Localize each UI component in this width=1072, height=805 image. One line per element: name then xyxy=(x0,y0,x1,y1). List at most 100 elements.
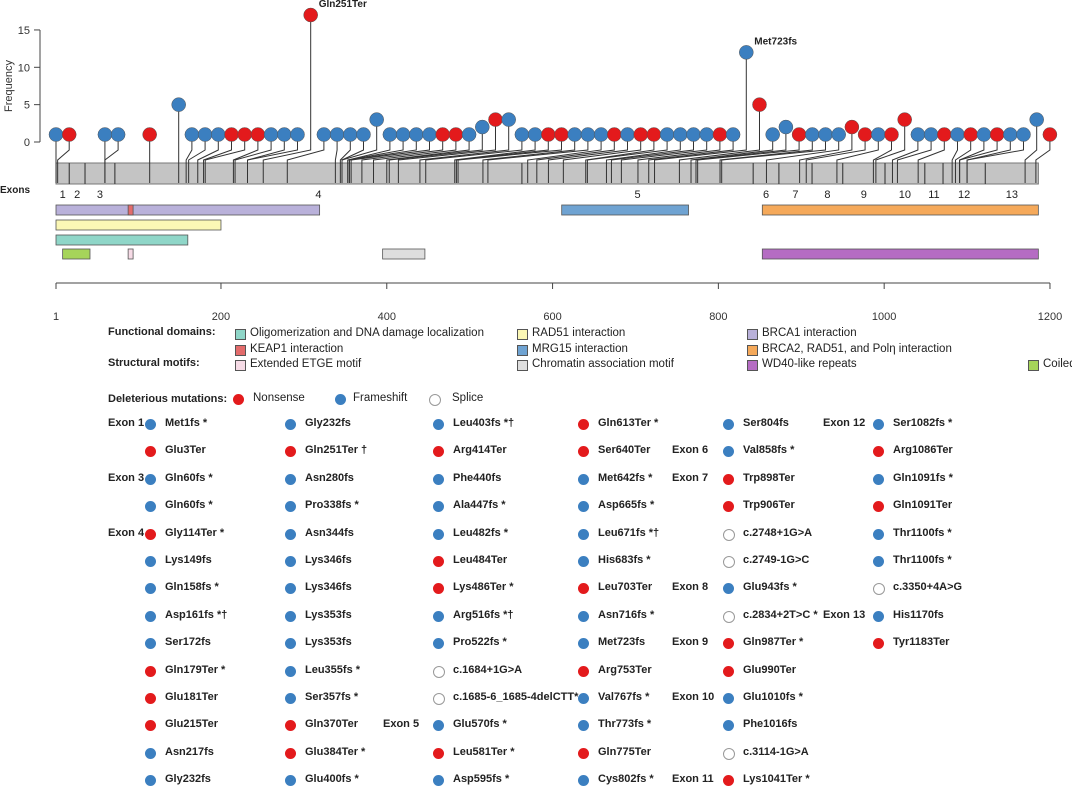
lollipop-head-nonsense xyxy=(303,7,318,23)
lollipop-stem xyxy=(690,134,774,183)
frameshift-dot xyxy=(723,419,734,430)
splice-dot xyxy=(723,747,735,760)
deleterious-mutations-label: Deleterious mutations: xyxy=(108,393,228,405)
lollipop-head-frameshift xyxy=(1003,127,1018,142)
mutation-name: Asn280fs xyxy=(305,471,354,484)
lollipop-stem xyxy=(425,134,523,183)
mutation-name: Asn344fs xyxy=(305,526,354,539)
exon-label: 12 xyxy=(958,189,970,201)
frameshift-dot xyxy=(145,501,156,513)
lollipop-head-frameshift xyxy=(277,127,292,142)
mutation-name: Leu581Ter * xyxy=(453,745,515,758)
lollipop-stem xyxy=(188,134,206,183)
mutation-name: His683fs * xyxy=(598,554,651,566)
lollipop-head-nonsense xyxy=(963,127,978,142)
frameshift-dot xyxy=(285,610,296,622)
nonsense-dot xyxy=(723,665,734,677)
lollipop-head-nonsense xyxy=(884,127,899,142)
frameshift-dot xyxy=(285,473,296,485)
x-tick-label: 400 xyxy=(378,311,396,323)
y-tick-label: 0 xyxy=(24,137,30,149)
mutation-name: Leu671fs *† xyxy=(598,526,660,539)
nonsense-dot xyxy=(578,446,589,458)
lollipop-stem xyxy=(454,134,536,183)
exon-group-label: Exon 3 xyxy=(108,471,145,484)
exons-label: Exons xyxy=(0,185,30,196)
lollipop-head-frameshift xyxy=(778,119,794,135)
frameshift-dot xyxy=(285,638,296,650)
mutation-name: Ser357fs * xyxy=(305,691,359,703)
mutation-name: Lys346fs xyxy=(305,581,352,594)
lollipop-head-frameshift xyxy=(580,127,596,142)
mutation-name: Asp595fs * xyxy=(453,773,510,786)
exon-label: 3 xyxy=(97,189,103,201)
frameshift-dot xyxy=(285,419,296,430)
mutation-name: c.1684+1G>A xyxy=(453,663,523,676)
exon-label: 5 xyxy=(634,189,640,201)
mutation-name: Gln251Ter † xyxy=(305,444,368,457)
lollipop-stem xyxy=(610,134,694,183)
frameshift-dot xyxy=(723,446,734,458)
mutation-name: Arg753Ter xyxy=(598,663,652,676)
lollipop-stem xyxy=(397,119,496,183)
lollipop-stem xyxy=(547,134,628,183)
mutation-name: Phe1016fs xyxy=(743,718,798,731)
mutation-name: Gly232fs xyxy=(305,417,351,429)
lollipop-stem xyxy=(348,134,417,183)
splice-dot xyxy=(723,528,735,541)
frameshift-dot xyxy=(285,775,296,787)
legend-item-text: Chromatin association motif xyxy=(532,358,674,370)
frameshift-dot xyxy=(433,720,444,732)
lollipop-head-frameshift xyxy=(263,127,279,142)
frameshift-dot xyxy=(433,775,444,787)
lollipop-stem xyxy=(203,134,232,183)
lollipop-head-frameshift xyxy=(923,127,939,142)
exon-group-label: Exon 5 xyxy=(383,718,420,731)
lollipop-head-nonsense xyxy=(989,127,1005,142)
lollipop-stem xyxy=(954,134,972,183)
legend-splice-dot xyxy=(429,394,441,406)
y-axis-label: Frequency xyxy=(3,60,15,112)
lollipop-head-frameshift xyxy=(369,112,384,127)
mutation-name: Met723fs xyxy=(598,636,646,649)
mutation-name: Ser640Ter xyxy=(598,444,651,457)
frameshift-dot xyxy=(285,583,296,595)
lollipop-stem xyxy=(562,134,642,183)
domain-bar xyxy=(55,219,222,231)
frameshift-dot xyxy=(578,501,589,513)
frameshift-dot xyxy=(285,665,296,677)
mutation-name: Leu484Ter xyxy=(453,554,508,566)
lollipop-stem xyxy=(654,52,747,183)
lollipop-head-nonsense xyxy=(791,127,807,142)
lollipop-stem xyxy=(286,134,325,183)
lollipop-head-nonsense xyxy=(488,112,503,127)
frameshift-dot xyxy=(285,501,296,513)
nonsense-dot xyxy=(873,638,884,650)
lollipop-stem xyxy=(347,134,404,183)
lollipop-stem xyxy=(388,127,483,183)
lollipop-head-frameshift xyxy=(699,127,714,142)
frameshift-dot xyxy=(578,775,589,787)
frameshift-dot xyxy=(873,556,884,567)
nonsense-dot xyxy=(433,747,444,759)
nonsense-dot xyxy=(723,501,734,513)
lollipop-stem xyxy=(836,134,879,183)
domain-bar xyxy=(761,248,1039,260)
frameshift-dot xyxy=(433,638,444,650)
legend-nonsense-dot xyxy=(233,394,244,405)
frameshift-dot xyxy=(578,693,589,704)
mutation-name: Pro522fs * xyxy=(453,636,507,649)
mutation-name: Gln179Ter * xyxy=(165,663,226,676)
mutation-name: Lys1041Ter * xyxy=(743,773,810,786)
lollipop-stem xyxy=(487,134,589,183)
mutation-name: Glu3Ter xyxy=(165,444,206,457)
lollipop-head-nonsense xyxy=(897,112,912,127)
lollipop-head-frameshift xyxy=(48,127,64,142)
frameshift-dot xyxy=(145,473,156,485)
mutation-name: Thr1100fs * xyxy=(893,554,952,566)
mutation-name: Arg414Ter xyxy=(453,444,507,457)
lollipop-stem xyxy=(917,134,945,183)
nonsense-dot xyxy=(433,583,444,595)
mutation-name: Leu355fs * xyxy=(305,663,361,676)
